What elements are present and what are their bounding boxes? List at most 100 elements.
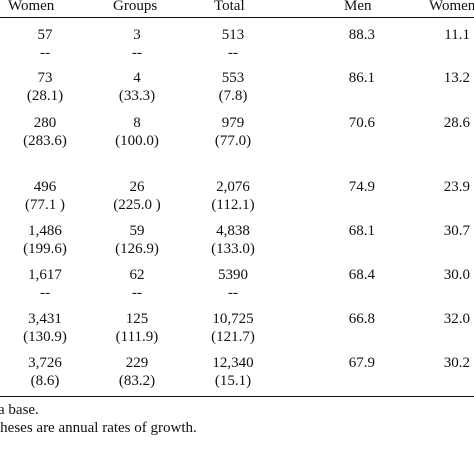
women-cell: 57 --: [5, 26, 85, 62]
women-cell: 280 (283.6): [5, 114, 85, 150]
total-growth: (121.7): [211, 329, 255, 345]
men-pct: 86.1: [348, 70, 375, 86]
header-men: Men: [344, 0, 372, 14]
women-value: 280: [33, 115, 57, 131]
total-cell: 2,076 (112.1): [193, 178, 273, 214]
men-pct: 68.1: [348, 223, 375, 239]
header-groups: Groups: [113, 0, 158, 14]
total-growth: (15.1): [214, 373, 252, 389]
women-growth: (28.1): [26, 88, 64, 104]
table-row: 1,486 (199.6) 59 (126.9) 4,838 (133.0) 68.1…: [0, 222, 474, 262]
women-growth: (199.6): [23, 241, 67, 257]
header-women: Women: [8, 0, 55, 14]
groups-growth: --: [132, 285, 142, 301]
table-row: 3,431 (130.9) 125 (111.9) 10,725 (121.7) 66…: [0, 310, 474, 350]
women-pct: 32.0: [443, 311, 470, 327]
table-bottom-rule: [0, 396, 474, 397]
groups-cell: 62 --: [97, 266, 177, 302]
women-pct: 13.2: [443, 70, 470, 86]
total-value: 513: [221, 27, 245, 43]
women-value: 57: [37, 27, 53, 43]
groups-growth: (33.3): [118, 88, 156, 104]
total-cell: 553 (7.8): [193, 69, 273, 105]
total-cell: 513 --: [193, 26, 273, 62]
header-total: Total: [214, 0, 245, 14]
women-growth: (77.1 ): [25, 197, 65, 213]
women-value: 496: [33, 179, 57, 195]
women-pct: 23.9: [443, 179, 470, 195]
women-value: 3,726: [28, 355, 62, 371]
women-growth: (8.6): [30, 373, 60, 389]
groups-cell: 125 (111.9): [97, 310, 177, 346]
table-row: 57 -- 3 -- 513 -- 88.3 11.1: [0, 26, 474, 66]
women-growth: (283.6): [23, 133, 67, 149]
total-cell: 979 (77.0): [193, 114, 273, 150]
men-pct: 70.6: [348, 115, 375, 131]
women-value: 73: [37, 70, 53, 86]
groups-value: 125: [125, 311, 149, 327]
groups-growth: --: [132, 45, 142, 61]
women-value: 3,431: [28, 311, 62, 327]
total-cell: 4,838 (133.0): [193, 222, 273, 258]
groups-value: 8: [133, 115, 141, 131]
groups-cell: 8 (100.0): [97, 114, 177, 150]
total-growth: --: [228, 285, 238, 301]
groups-cell: 229 (83.2): [97, 354, 177, 390]
table-row: 73 (28.1) 4 (33.3) 553 (7.8) 86.1 13.2: [0, 69, 474, 109]
women-pct: 28.6: [443, 115, 470, 131]
groups-cell: 59 (126.9): [97, 222, 177, 258]
groups-growth: (83.2): [118, 373, 156, 389]
table-row: 280 (283.6) 8 (100.0) 979 (77.0) 70.6 28.6: [0, 114, 474, 154]
footnote-growth-rates: theses are annual rates of growth.: [0, 420, 197, 436]
groups-growth: (225.0 ): [113, 197, 161, 213]
total-value: 10,725: [212, 311, 254, 327]
total-cell: 10,725 (121.7): [193, 310, 273, 346]
women-cell: 1,617 --: [5, 266, 85, 302]
women-cell: 3,726 (8.6): [5, 354, 85, 390]
groups-cell: 3 --: [97, 26, 177, 62]
total-growth: (112.1): [211, 197, 255, 213]
total-value: 5390: [218, 267, 248, 283]
groups-value: 3: [133, 27, 141, 43]
total-value: 553: [221, 70, 245, 86]
total-cell: 5390 --: [193, 266, 273, 302]
men-pct: 88.3: [348, 27, 375, 43]
groups-growth: (126.9): [115, 241, 159, 257]
table-row: 1,617 -- 62 -- 5390 -- 68.4 30.0: [0, 266, 474, 306]
women-growth: --: [40, 285, 50, 301]
men-pct: 66.8: [348, 311, 375, 327]
women-growth: --: [40, 45, 50, 61]
women-cell: 496 (77.1 ): [5, 178, 85, 214]
women-value: 1,617: [28, 267, 62, 283]
groups-value: 4: [133, 70, 141, 86]
men-pct: 67.9: [348, 355, 375, 371]
men-pct: 74.9: [348, 179, 375, 195]
women-cell: 1,486 (199.6): [5, 222, 85, 258]
women-pct: 30.2: [443, 355, 470, 371]
total-growth: (77.0): [214, 133, 252, 149]
header-women-pct: Women: [429, 0, 474, 14]
women-value: 1,486: [28, 223, 62, 239]
groups-growth: (100.0): [115, 133, 159, 149]
total-value: 2,076: [216, 179, 250, 195]
groups-growth: (111.9): [115, 329, 159, 345]
groups-value: 59: [129, 223, 145, 239]
groups-value: 62: [129, 267, 145, 283]
total-cell: 12,340 (15.1): [193, 354, 273, 390]
total-value: 979: [221, 115, 245, 131]
women-cell: 3,431 (130.9): [5, 310, 85, 346]
women-pct: 30.7: [443, 223, 470, 239]
table-row: 3,726 (8.6) 229 (83.2) 12,340 (15.1) 67.9 3…: [0, 354, 474, 394]
women-cell: 73 (28.1): [5, 69, 85, 105]
total-growth: (133.0): [211, 241, 255, 257]
women-pct: 11.1: [444, 27, 470, 43]
women-pct: 30.0: [443, 267, 470, 283]
groups-value: 26: [129, 179, 145, 195]
groups-value: 229: [125, 355, 149, 371]
total-value: 4,838: [216, 223, 250, 239]
table-row: 496 (77.1 ) 26 (225.0 ) 2,076 (112.1) 74.9 …: [0, 178, 474, 218]
header-rule: [0, 17, 474, 18]
groups-cell: 4 (33.3): [97, 69, 177, 105]
total-growth: (7.8): [218, 88, 248, 104]
